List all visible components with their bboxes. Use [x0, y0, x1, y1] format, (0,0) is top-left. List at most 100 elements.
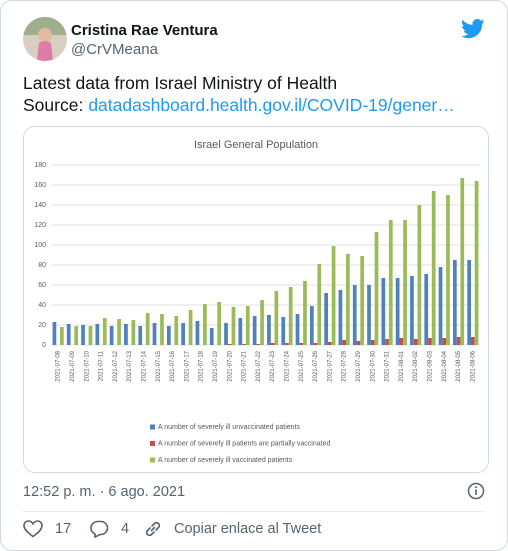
legend-label: A number of severely ill unvaccinated pa… [158, 424, 301, 431]
legend-label: A number of severely ill vaccinated pati… [158, 457, 293, 464]
bar [181, 323, 185, 345]
bar [413, 339, 418, 345]
bar [388, 220, 393, 345]
bar [360, 256, 365, 345]
bar [331, 246, 336, 345]
avatar[interactable] [23, 17, 67, 61]
x-tick-label: 2021-08-05 [456, 350, 462, 381]
bar [95, 324, 100, 345]
bar [174, 316, 179, 345]
x-tick-label: 2021-07-27 [327, 350, 333, 381]
bar [346, 254, 350, 345]
bar [109, 326, 114, 345]
x-tick-label: 2021-08-02 [413, 350, 419, 381]
y-tick-label: 180 [34, 162, 46, 169]
bar [456, 337, 461, 345]
bar [324, 293, 328, 345]
reply-action[interactable]: 4 [89, 520, 129, 538]
x-tick-label: 2021-07-12 [113, 350, 119, 381]
like-action[interactable]: 17 [23, 520, 71, 538]
x-tick-label: 2021-07-25 [299, 350, 305, 381]
y-tick-label: 20 [38, 322, 46, 329]
bar [274, 291, 279, 345]
bar [52, 322, 57, 345]
bar [281, 317, 286, 345]
bar [424, 274, 429, 345]
y-tick-label: 80 [38, 262, 46, 269]
x-tick-label: 2021-07-20 [227, 350, 233, 381]
bar [209, 328, 214, 345]
source-label: Source: [23, 95, 84, 115]
bar [403, 220, 407, 345]
bar [88, 326, 93, 345]
bar [102, 318, 107, 345]
y-tick-label: 140 [34, 202, 46, 209]
legend-swatch [150, 441, 155, 446]
bar [470, 337, 475, 345]
bar [460, 178, 465, 345]
bar [203, 304, 207, 345]
bar [399, 338, 404, 345]
timestamp[interactable]: 12:52 p. m. · 6 ago. 2021 [23, 484, 186, 500]
bar [217, 302, 222, 345]
bar [231, 307, 236, 345]
bar [188, 310, 193, 345]
bar [417, 205, 422, 345]
x-tick-label: 2021-08-04 [442, 350, 448, 381]
like-count: 17 [55, 521, 72, 537]
bar [338, 290, 343, 345]
bar [288, 287, 293, 345]
bar [370, 340, 375, 345]
x-tick-label: 2021-07-18 [199, 350, 205, 381]
copy-link-action[interactable]: Copiar enlace al Tweet [144, 520, 321, 538]
x-tick-label: 2021-07-22 [256, 350, 262, 381]
bar [431, 191, 436, 345]
link-icon [145, 521, 161, 537]
y-tick-label: 100 [34, 242, 46, 249]
bar [138, 326, 143, 345]
bar [166, 326, 171, 345]
bar [267, 315, 271, 345]
bar [303, 281, 307, 345]
author-name[interactable]: Cristina Rae Ventura [71, 22, 218, 39]
avatar-image [23, 17, 67, 61]
y-tick-label: 60 [38, 282, 46, 289]
x-tick-label: 2021-07-24 [285, 350, 291, 381]
bar [160, 314, 164, 345]
x-tick-label: 2021-07-29 [356, 350, 362, 381]
x-tick-label: 2021-07-30 [370, 350, 376, 381]
reply-icon [90, 520, 109, 538]
bar [124, 324, 128, 345]
legend-label: A number of severely ill patients are pa… [158, 440, 330, 447]
copy-link-text: Copiar enlace al Tweet [174, 521, 322, 537]
twitter-logo[interactable] [461, 19, 485, 39]
bar [381, 278, 386, 345]
y-tick-label: 0 [42, 342, 46, 349]
heart-icon [23, 520, 43, 538]
y-tick-label: 160 [34, 182, 46, 189]
bar [428, 338, 432, 345]
bar [245, 306, 250, 345]
bar [256, 344, 261, 345]
bar [195, 321, 200, 345]
divider [23, 511, 485, 512]
bar [285, 343, 289, 345]
bar [467, 260, 471, 345]
author-handle[interactable]: @CrVMeana [71, 41, 158, 58]
bar [313, 343, 318, 345]
bar [446, 195, 450, 345]
bar [395, 278, 400, 345]
x-tick-label: 2021-07-09 [70, 350, 76, 381]
reply-count: 4 [121, 521, 130, 537]
x-tick-label: 2021-07-21 [242, 350, 248, 381]
x-tick-label: 2021-07-15 [156, 350, 162, 381]
tweet-media[interactable]: Israel General Population 0 20 40 60 80 100 12… [23, 126, 489, 473]
bar [342, 340, 347, 345]
x-tick-label: 2021-08-03 [428, 350, 434, 381]
info-icon[interactable] [467, 482, 485, 500]
bar [356, 341, 361, 345]
x-tick-label: 2021-08-01 [399, 350, 405, 381]
bar [295, 314, 300, 345]
source-link[interactable]: datadashboard.health.gov.il/COVID-19/gen… [88, 95, 455, 115]
